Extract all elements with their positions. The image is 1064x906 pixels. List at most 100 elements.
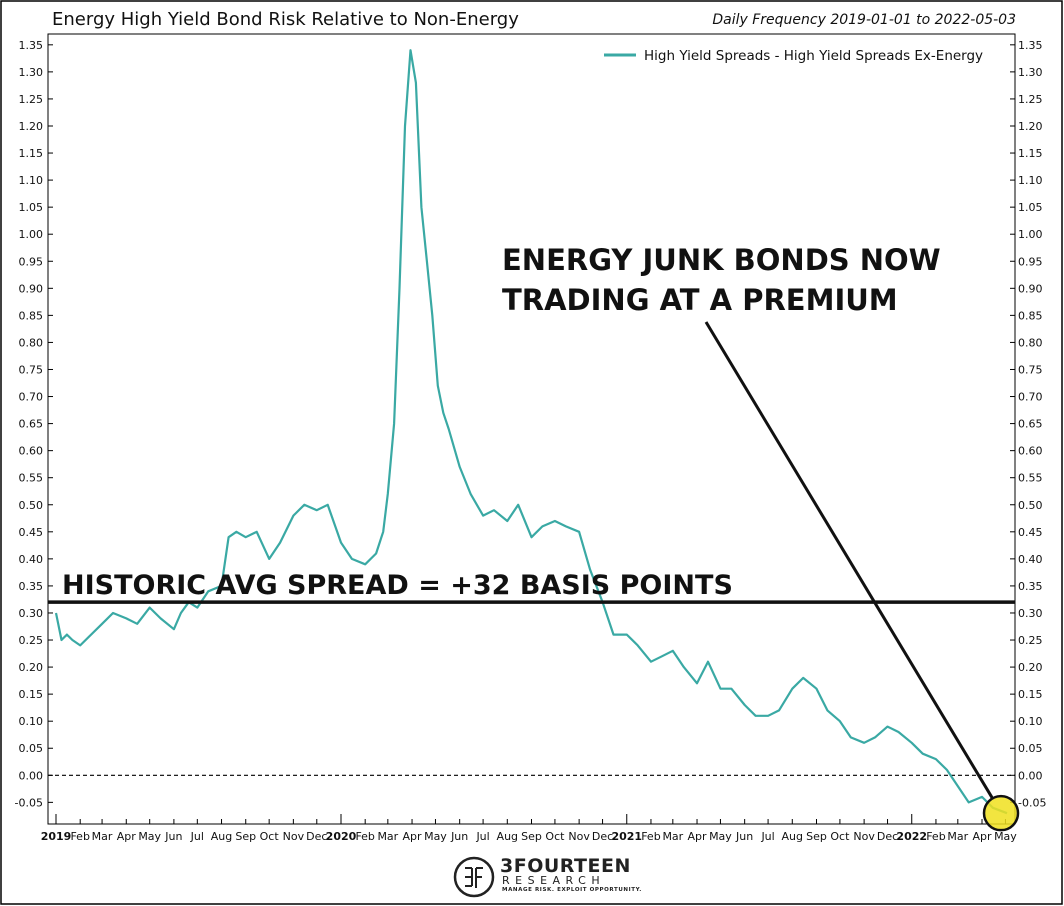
x-tick-label: Mar (92, 830, 113, 843)
y-tick-label-left: 0.95 (19, 255, 44, 268)
x-tick-label: Aug (497, 830, 518, 843)
x-tick-label: 2019 (41, 830, 72, 843)
x-tick-label: Apr (117, 830, 137, 843)
y-tick-label-left: 0.60 (19, 445, 44, 458)
y-tick-label-left: 0.90 (19, 282, 44, 295)
y-tick-label-left: 0.10 (19, 715, 44, 728)
x-tick-label: Feb (926, 830, 945, 843)
series-group (54, 49, 1008, 815)
callout-pointer-line (704, 321, 995, 800)
y-tick-label-right: 1.30 (1018, 66, 1043, 79)
x-tick-label: Nov (853, 830, 875, 843)
y-tick-label-left: 0.45 (19, 526, 44, 539)
y-tick-label-left: 0.30 (19, 607, 44, 620)
y-tick-label-right: 1.35 (1018, 39, 1043, 52)
y-tick-label-left: 1.10 (19, 174, 44, 187)
highlight-circle (982, 794, 1020, 832)
x-tick-label: Dec (592, 830, 613, 843)
x-tick-label: May (138, 830, 161, 843)
x-tick-label: Oct (545, 830, 565, 843)
x-tick-label: May (994, 830, 1017, 843)
x-tick-label: Jun (450, 830, 468, 843)
y-tick-label-left: 0.80 (19, 336, 44, 349)
y-tick-label-left: 1.25 (19, 93, 44, 106)
y-tick-label-right: 0.60 (1018, 445, 1043, 458)
y-tick-label-left: 0.70 (19, 391, 44, 404)
y-tick-label-right: 0.45 (1018, 526, 1043, 539)
x-tick-label: 2020 (326, 830, 357, 843)
x-tick-label: Jul (475, 830, 489, 843)
brand-name: 3FOURTEEN (500, 855, 631, 877)
y-tick-label-right: 1.00 (1018, 228, 1043, 241)
x-tick-label: Sep (235, 830, 256, 843)
x-tick-label: Oct (830, 830, 850, 843)
y-tick-label-left: 0.20 (19, 661, 44, 674)
x-tick-label: Jul (190, 830, 204, 843)
y-tick-label-right: 0.25 (1018, 634, 1043, 647)
y-tick-label-left: 0.40 (19, 553, 44, 566)
x-tick-label: Sep (521, 830, 542, 843)
premium-callout-line2: TRADING AT A PREMIUM (502, 283, 898, 317)
x-tick-label: Mar (377, 830, 398, 843)
x-tick-label: Mar (662, 830, 683, 843)
chart-subtitle: Daily Frequency 2019-01-01 to 2022-05-03 (712, 12, 1016, 28)
x-tick-label: 2022 (896, 830, 927, 843)
x-tick-label: 2021 (611, 830, 642, 843)
legend: High Yield Spreads - High Yield Spreads … (604, 48, 983, 64)
x-tick-label: Nov (283, 830, 305, 843)
y-tick-label-left: 0.50 (19, 499, 44, 512)
x-tick-label: Mar (947, 830, 968, 843)
brand-logo-icon (453, 856, 495, 898)
y-tick-label-left: 1.05 (19, 201, 44, 214)
y-axis-left: -0.05 0.00 0.05 0.10 0.15 0.20 0.25 0.30 0.35 0.4… (15, 39, 53, 809)
y-tick-label-left: 1.30 (19, 66, 44, 79)
y-tick-label-left: 0.35 (19, 580, 44, 593)
y-tick-label-left: 0.75 (19, 363, 44, 376)
y-tick-label-right: 0.85 (1018, 309, 1043, 322)
y-tick-label-left: 1.15 (19, 147, 44, 160)
y-tick-label-left: 1.35 (19, 39, 44, 52)
x-tick-label: Feb (70, 830, 89, 843)
x-tick-label: Oct (260, 830, 280, 843)
y-tick-label-left: 0.00 (19, 769, 44, 782)
y-tick-label-right: -0.05 (1018, 796, 1046, 809)
y-tick-label-right: 0.75 (1018, 363, 1043, 376)
x-tick-label: Apr (688, 830, 708, 843)
x-tick-label: Apr (972, 830, 992, 843)
x-tick-label: Feb (641, 830, 660, 843)
y-tick-label-left: 0.25 (19, 634, 44, 647)
y-tick-label-left: 0.55 (19, 472, 44, 485)
x-tick-label: Feb (355, 830, 374, 843)
y-tick-label-right: 0.55 (1018, 472, 1043, 485)
x-tick-label: Apr (403, 830, 423, 843)
x-axis: 2019 Feb Mar Apr May Jun Jul Aug Sep Oct Nov Dec202… (41, 814, 1017, 843)
y-tick-label-left: 0.65 (19, 418, 44, 431)
y-tick-label-right: 0.70 (1018, 391, 1043, 404)
y-tick-label-right: 0.40 (1018, 553, 1043, 566)
y-tick-label-right: 0.50 (1018, 499, 1043, 512)
x-tick-label: Dec (306, 830, 327, 843)
series-line (54, 49, 1008, 815)
y-tick-label-right: 0.20 (1018, 661, 1043, 674)
x-tick-label: Sep (806, 830, 827, 843)
y-tick-label-right: 0.00 (1018, 769, 1043, 782)
premium-callout-line1: ENERGY JUNK BONDS NOW (502, 243, 941, 277)
x-tick-label: Jun (164, 830, 182, 843)
x-tick-label: Jun (735, 830, 753, 843)
x-tick-label: Dec (877, 830, 898, 843)
y-tick-label-right: 0.15 (1018, 688, 1043, 701)
y-tick-label-right: 0.95 (1018, 255, 1043, 268)
brand-sub: RESEARCH (502, 874, 606, 887)
x-tick-label: May (424, 830, 447, 843)
y-tick-label-left: 0.85 (19, 309, 44, 322)
y-tick-label-left: 0.15 (19, 688, 44, 701)
y-axis-right: -0.05 0.00 0.05 0.10 0.15 0.20 0.25 0.30 0.35 0.4… (1010, 39, 1046, 809)
y-tick-label-right: 0.10 (1018, 715, 1043, 728)
x-tick-label: Aug (211, 830, 232, 843)
y-tick-label-right: 0.35 (1018, 580, 1043, 593)
legend-label: High Yield Spreads - High Yield Spreads … (644, 48, 983, 64)
y-tick-label-left: 0.05 (19, 742, 44, 755)
y-tick-label-right: 1.10 (1018, 174, 1043, 187)
